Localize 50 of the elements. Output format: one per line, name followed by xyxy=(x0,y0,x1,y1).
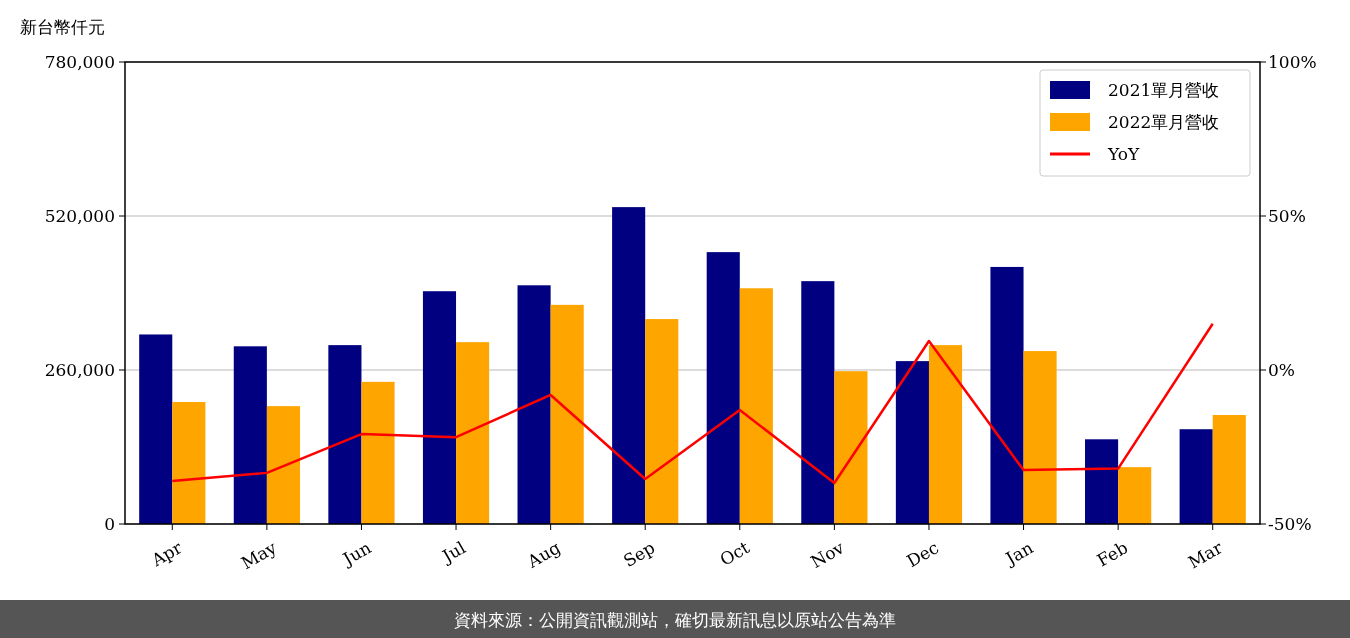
bar xyxy=(645,319,679,524)
y-tick-label: 0 xyxy=(104,513,115,534)
bar xyxy=(834,371,868,524)
x-tick-label: Oct xyxy=(716,537,753,570)
bar xyxy=(328,345,362,524)
source-note: 資料來源：公開資訊觀測站，確切最新訊息以原站公告為準 xyxy=(454,609,896,630)
bar xyxy=(1179,429,1213,524)
bar xyxy=(266,406,300,524)
x-tick-label: Apr xyxy=(147,536,187,571)
bar xyxy=(550,304,584,524)
bar xyxy=(172,401,206,524)
bar xyxy=(801,281,835,524)
bar xyxy=(517,285,551,524)
x-tick-label: Jan xyxy=(1000,537,1037,570)
bar xyxy=(361,381,395,524)
bar xyxy=(928,345,963,524)
bar xyxy=(1118,467,1152,524)
x-tick-label: Jul xyxy=(437,537,470,568)
legend-label: 2021單月營收 xyxy=(1108,79,1220,100)
x-tick-label: Aug xyxy=(523,537,564,573)
bar xyxy=(612,207,646,524)
y-tick-label: 520,000 xyxy=(44,205,115,226)
y-tick-label: 780,000 xyxy=(44,51,115,72)
bar xyxy=(422,291,457,524)
x-tick-label: Sep xyxy=(619,537,659,571)
bar xyxy=(1085,439,1119,524)
y2-tick-label: 100% xyxy=(1268,51,1317,72)
bar xyxy=(139,334,173,524)
bar xyxy=(233,346,267,524)
x-tick-label: Nov xyxy=(807,537,848,572)
line-series xyxy=(171,322,1214,485)
y2-tick-label: 50% xyxy=(1268,205,1306,226)
bar xyxy=(706,252,740,524)
y2-tick-label: -50% xyxy=(1268,513,1312,534)
bar xyxy=(990,266,1024,524)
legend-label: YoY xyxy=(1107,143,1140,164)
y-axis-title: 新台幣仟元 xyxy=(20,17,105,37)
bar xyxy=(739,288,773,524)
x-tick-label: Feb xyxy=(1093,537,1132,571)
bar xyxy=(895,361,929,524)
x-tick-label: Dec xyxy=(903,537,942,572)
x-tick-label: Mar xyxy=(1184,536,1227,573)
x-tick-label: May xyxy=(237,537,281,574)
bar xyxy=(1212,415,1246,524)
legend-label: 2022單月營收 xyxy=(1108,111,1220,132)
bar xyxy=(1023,351,1057,524)
bar xyxy=(456,342,490,524)
y-tick-label: 260,000 xyxy=(44,359,115,380)
y2-tick-label: 0% xyxy=(1268,359,1295,380)
x-tick-label: Jun xyxy=(337,537,375,570)
